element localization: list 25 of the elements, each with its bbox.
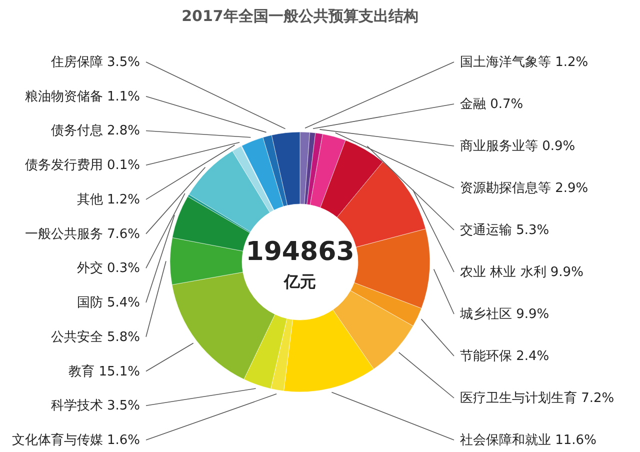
slice-label: 债务发行费用 0.1% xyxy=(24,158,140,174)
slice-label: 节能环保 2.4% xyxy=(460,349,550,364)
text: 亿元 xyxy=(283,272,316,291)
slice-label: 其他 1.2% xyxy=(76,192,140,208)
slice-label: 外交 0.3% xyxy=(76,260,140,276)
slice-label: 医疗卫生与计划生育 7.2% xyxy=(460,390,614,406)
slice-label: 商业服务业等 0.9% xyxy=(460,139,576,154)
slice-label: 交通运输 5.3% xyxy=(460,222,550,238)
slice-label: 社会保障和就业 11.6% xyxy=(460,433,596,448)
slice-label: 国土海洋气象等 1.2% xyxy=(460,55,588,70)
slice-label: 金融 0.7% xyxy=(460,97,524,112)
slice-label: 教育 15.1% xyxy=(68,363,140,380)
chart-title: 2017年全国一般公共预算支出结构 xyxy=(182,7,418,25)
slice-label: 国防 5.4% xyxy=(76,296,140,311)
slice-label: 城乡社区 9.9% xyxy=(459,307,550,322)
slice-label: 债务付息 2.8% xyxy=(50,124,140,139)
slice-label: 一般公共服务 7.6% xyxy=(24,226,140,242)
slice-label: 科学技术 3.5% xyxy=(50,398,140,414)
slice-label: 文化体育与传媒 1.6% xyxy=(12,432,140,448)
slice-label: 住房保障 3.5% xyxy=(50,54,140,70)
slice-label: 公共安全 5.8% xyxy=(50,328,140,345)
slice-label: 资源勘探信息等 2.9% xyxy=(460,181,588,196)
text: 194863 xyxy=(246,237,354,267)
slice-label: 农业 林业 水利 9.9% xyxy=(460,265,584,280)
slice-label: 粮油物资储备 1.1% xyxy=(24,89,140,104)
